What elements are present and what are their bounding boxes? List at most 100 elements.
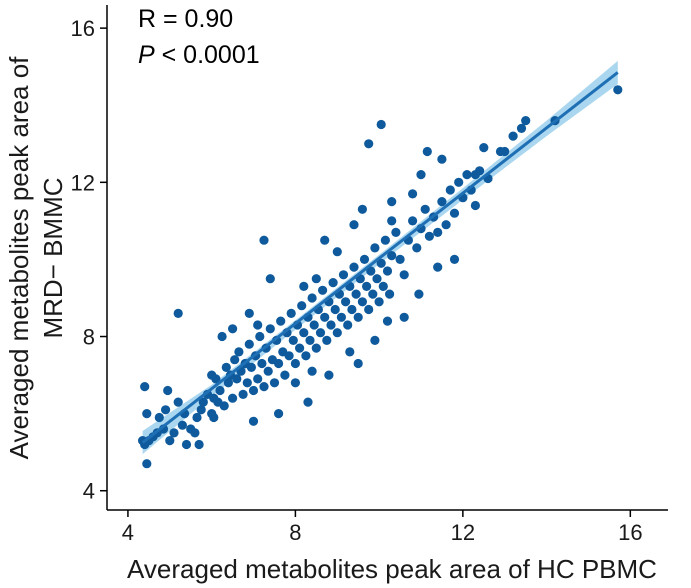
data-point bbox=[516, 123, 527, 133]
data-point bbox=[288, 335, 298, 345]
y-axis-title-line1: Averaged metabolites peak area of bbox=[4, 56, 34, 460]
data-point bbox=[276, 316, 286, 326]
data-point bbox=[169, 428, 179, 438]
data-point bbox=[508, 131, 518, 141]
data-point bbox=[238, 389, 248, 399]
data-point bbox=[173, 397, 183, 407]
data-point bbox=[192, 412, 202, 423]
data-point bbox=[408, 189, 418, 199]
y-tick-label: 8 bbox=[83, 325, 95, 350]
y-tick-label: 4 bbox=[83, 479, 95, 504]
data-point bbox=[228, 324, 238, 334]
data-point bbox=[449, 208, 460, 218]
data-point bbox=[424, 231, 434, 241]
data-point bbox=[309, 320, 319, 330]
x-tick-label: 8 bbox=[289, 520, 301, 545]
data-point bbox=[449, 254, 460, 264]
data-point bbox=[370, 243, 380, 253]
data-point bbox=[364, 139, 374, 149]
regression-line bbox=[141, 71, 619, 444]
data-point bbox=[284, 351, 294, 361]
data-point bbox=[349, 262, 359, 272]
data-point bbox=[470, 170, 480, 180]
data-point bbox=[320, 235, 330, 245]
data-point bbox=[165, 436, 175, 446]
data-point bbox=[366, 266, 376, 276]
data-point bbox=[420, 204, 430, 214]
data-point bbox=[387, 216, 397, 226]
data-point bbox=[299, 281, 309, 291]
data-point bbox=[311, 343, 321, 353]
data-point bbox=[246, 362, 256, 372]
data-point bbox=[454, 177, 464, 187]
data-point bbox=[177, 420, 187, 430]
data-point bbox=[399, 312, 409, 322]
data-point bbox=[248, 385, 259, 396]
p-symbol: P bbox=[138, 41, 155, 69]
data-point bbox=[263, 366, 273, 376]
data-point bbox=[445, 185, 455, 195]
data-point bbox=[290, 358, 300, 369]
data-point bbox=[351, 289, 361, 299]
data-point bbox=[399, 270, 409, 280]
data-point bbox=[437, 197, 447, 207]
data-point bbox=[376, 258, 386, 268]
x-ticks: 4 8 12 16 bbox=[122, 510, 643, 545]
data-point bbox=[359, 254, 370, 264]
data-point bbox=[219, 401, 229, 411]
data-point bbox=[215, 385, 225, 396]
data-point bbox=[479, 143, 489, 153]
data-point bbox=[274, 358, 284, 369]
data-point bbox=[376, 119, 386, 130]
data-point bbox=[221, 362, 231, 372]
data-point bbox=[280, 370, 290, 380]
data-point bbox=[382, 266, 393, 276]
data-point bbox=[228, 393, 238, 403]
data-point bbox=[286, 308, 296, 318]
data-point bbox=[374, 297, 384, 307]
data-point bbox=[248, 416, 259, 426]
data-point bbox=[521, 116, 531, 126]
data-point bbox=[341, 297, 351, 307]
x-axis-title: Averaged metabolites peak area of HC PBM… bbox=[127, 554, 657, 584]
data-point bbox=[274, 409, 284, 419]
data-point bbox=[253, 320, 263, 330]
data-point bbox=[357, 204, 367, 214]
data-point bbox=[207, 370, 217, 380]
data-point bbox=[318, 285, 328, 295]
data-point bbox=[181, 439, 192, 450]
data-point bbox=[343, 320, 353, 330]
data-point bbox=[322, 335, 332, 345]
data-point bbox=[387, 197, 397, 207]
data-point bbox=[259, 382, 269, 392]
x-tick-label: 4 bbox=[122, 520, 134, 545]
data-point bbox=[163, 385, 173, 396]
data-point bbox=[230, 355, 240, 365]
data-point bbox=[257, 358, 267, 369]
data-point bbox=[223, 378, 233, 388]
data-point bbox=[198, 397, 208, 407]
data-point bbox=[299, 328, 309, 338]
data-point bbox=[368, 289, 378, 299]
data-point bbox=[330, 304, 340, 315]
r-annotation: R = 0.90 bbox=[138, 5, 233, 33]
data-point bbox=[378, 281, 388, 291]
y-tick-label: 16 bbox=[71, 16, 95, 41]
fit-line-layer bbox=[141, 71, 619, 444]
data-point bbox=[255, 331, 265, 342]
data-point bbox=[362, 281, 372, 291]
data-point bbox=[142, 409, 152, 419]
data-point bbox=[154, 412, 164, 423]
data-point bbox=[349, 220, 359, 230]
data-point bbox=[372, 274, 382, 284]
data-point bbox=[433, 227, 443, 237]
data-point bbox=[269, 378, 280, 388]
points-layer bbox=[138, 85, 623, 469]
x-tick-label: 12 bbox=[451, 520, 475, 545]
data-point bbox=[315, 328, 326, 338]
data-point bbox=[140, 382, 150, 392]
data-point bbox=[161, 405, 171, 415]
data-point bbox=[307, 366, 317, 376]
data-point bbox=[142, 459, 152, 469]
data-point bbox=[303, 397, 313, 407]
